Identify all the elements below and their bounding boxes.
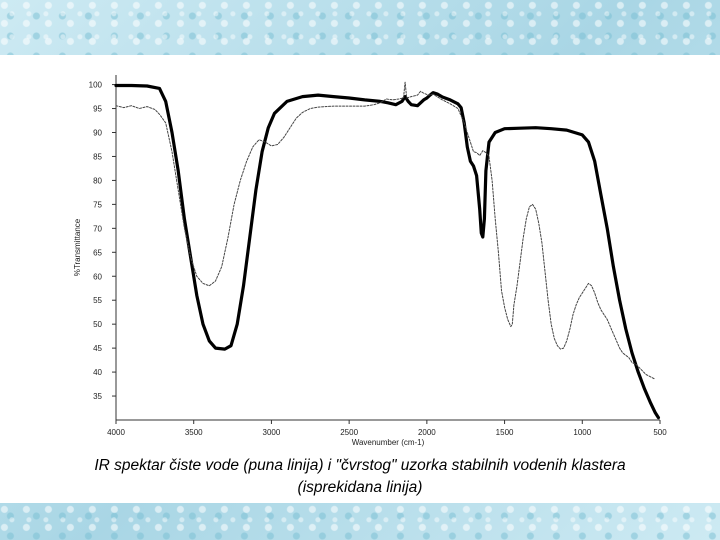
y-tick-label: 60 [93,272,102,281]
chart-series [114,81,660,420]
y-tick-label: 35 [93,392,102,401]
y-tick-label: 85 [93,152,102,161]
x-tick-label: 2500 [340,428,358,437]
x-tick-label: 2000 [418,428,436,437]
y-tick-label: 65 [93,248,102,257]
caption-line-1: IR spektar čiste vode (puna linija) i "č… [94,457,626,474]
y-tick-label: 50 [93,320,102,329]
x-tick-label: 500 [653,428,667,437]
x-tick-label: 1000 [573,428,591,437]
series-line-solid [114,83,660,420]
x-axis-title: Wavenumber (cm-1) [352,438,425,447]
figure-caption: IR spektar čiste vode (puna linija) i "č… [0,455,720,499]
chart-ticks: 4000 3500 3000 2500 2000 1500 1000 500 35 40 45 50 5… [89,81,668,437]
ir-spectrum-chart: 4000 3500 3000 2500 2000 1500 1000 500 35 40 45 50 5… [73,75,668,447]
series-line-dashed [115,81,656,380]
y-tick-label: 70 [93,224,102,233]
caption-line-2: (isprekidana linija) [297,479,423,496]
chart-axes [115,75,660,421]
y-axis-title: %Transmittance [73,218,82,276]
x-tick-label: 4000 [107,428,125,437]
y-tick-label: 40 [93,368,102,377]
y-tick-label: 75 [93,200,102,209]
y-tick-label: 90 [93,129,102,138]
slide-panel: 4000 3500 3000 2500 2000 1500 1000 500 35 40 45 50 5… [0,55,720,503]
x-tick-label: 3500 [185,428,203,437]
y-tick-label: 45 [93,344,102,353]
x-tick-label: 3000 [263,428,281,437]
y-tick-label: 100 [89,81,103,90]
x-tick-label: 1500 [496,428,514,437]
y-tick-label: 95 [93,105,102,114]
y-tick-label: 55 [93,296,102,305]
y-tick-label: 80 [93,176,102,185]
